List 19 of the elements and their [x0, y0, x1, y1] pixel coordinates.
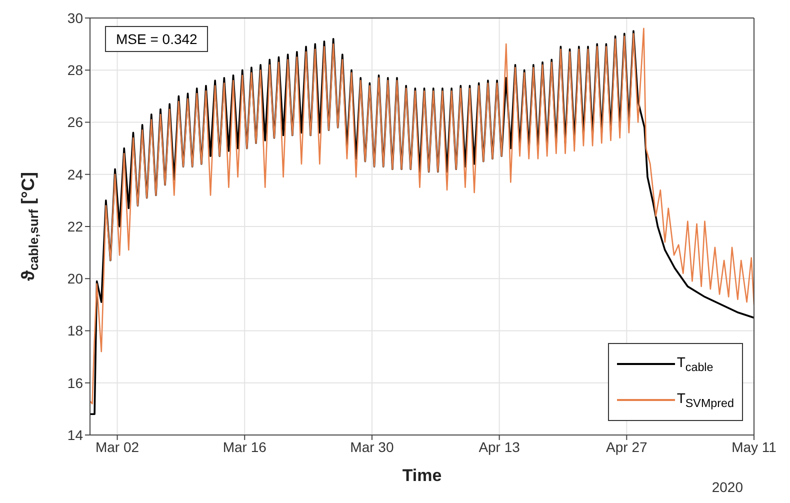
y-tick-label: 26: [67, 114, 84, 130]
x-tick-label: Mar 30: [350, 438, 394, 455]
y-tick-label: 16: [67, 374, 84, 391]
x-tick-label: Mar 16: [222, 438, 267, 455]
y-tick-label: 28: [67, 62, 84, 78]
x-tick-label: Mar 02: [96, 438, 140, 455]
x-tick-label: May 11: [732, 438, 777, 455]
text: 2020: [712, 479, 743, 495]
y-tick-label: 30: [67, 10, 84, 26]
y-tick-label: 20: [67, 270, 84, 287]
y-tick-label: 14: [67, 426, 84, 443]
legend-label: T$_{cable}$: [676, 354, 714, 374]
annotation: MSE = 0.342: [105, 26, 208, 52]
y-tick-label: 18: [67, 322, 84, 339]
y-tick-label: 22: [67, 218, 84, 234]
x-axis-title: Time: [402, 466, 442, 485]
y-tick-label: 24: [67, 166, 84, 182]
x-tick-label: Apr 13: [478, 438, 520, 455]
x-tick-label: Apr 27: [606, 438, 648, 455]
